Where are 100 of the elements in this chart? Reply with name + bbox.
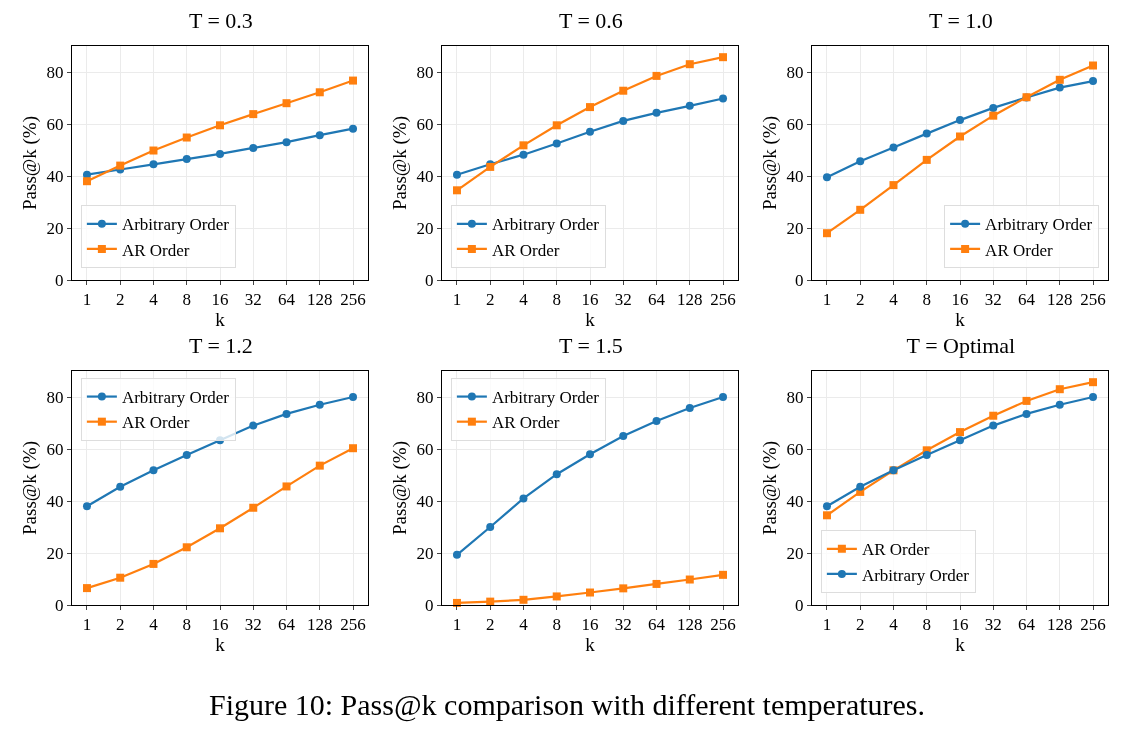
x-tick-label: 256	[340, 290, 366, 310]
x-tick-label: 32	[244, 615, 262, 635]
x-tick-label: 8	[552, 615, 561, 635]
x-tick-label: 16	[951, 615, 969, 635]
x-tick-label: 128	[307, 290, 333, 310]
y-axis-title: Pass@k (%)	[19, 440, 42, 536]
y-tick-label: 40	[416, 166, 434, 186]
x-tick-label: 1	[452, 290, 462, 310]
x-tick-label: 2	[485, 290, 495, 310]
x-tick-label: 16	[951, 290, 969, 310]
x-tick-label: 1	[82, 290, 92, 310]
x-tick-label: 128	[677, 290, 703, 310]
legend-label: AR Order	[121, 413, 190, 433]
x-tick-label: 2	[115, 290, 125, 310]
chart-title: T = 0.3	[188, 8, 253, 34]
y-tick-label: 0	[55, 595, 64, 615]
legend-label: AR Order	[861, 540, 930, 560]
x-tick-label: 8	[182, 290, 191, 310]
x-axis-title: k	[955, 309, 966, 331]
y-tick-label: 40	[786, 491, 804, 511]
x-tick-label: 2	[115, 615, 125, 635]
y-tick-label: 60	[786, 114, 804, 134]
x-tick-label: 64	[278, 290, 296, 310]
y-axis-title: Pass@k (%)	[389, 115, 412, 211]
x-tick-label: 32	[984, 615, 1002, 635]
legend-label: AR Order	[985, 240, 1053, 260]
y-tick-label: 40	[416, 491, 434, 511]
y-tick-label: 40	[46, 491, 64, 511]
x-tick-label: 4	[149, 615, 159, 635]
x-tick-label: 16	[581, 290, 599, 310]
y-tick-label: 40	[786, 166, 804, 186]
x-tick-label: 8	[922, 290, 931, 310]
x-tick-label: 128	[677, 615, 703, 635]
x-tick-label: 128	[1047, 615, 1073, 635]
y-axis-title: Pass@k (%)	[19, 115, 42, 211]
y-tick-label: 60	[46, 439, 64, 459]
y-tick-label: 20	[786, 218, 804, 238]
y-tick-label: 20	[416, 218, 434, 238]
x-tick-label: 1	[452, 615, 462, 635]
y-tick-label: 20	[46, 543, 64, 563]
legend-label: Arbitrary Order	[491, 388, 600, 408]
y-tick-label: 60	[46, 114, 64, 134]
y-tick-label: 0	[795, 595, 804, 615]
y-tick-label: 60	[416, 114, 434, 134]
x-tick-label: 4	[519, 615, 529, 635]
y-tick-label: 0	[425, 270, 434, 290]
legend-label: Arbitrary Order	[121, 215, 230, 235]
legend-label: Arbitrary Order	[491, 215, 600, 235]
legend-label: Arbitrary Order	[861, 565, 970, 585]
y-tick-label: 80	[786, 387, 804, 407]
y-tick-label: 80	[46, 62, 64, 82]
y-tick-label: 80	[786, 62, 804, 82]
y-tick-label: 80	[416, 387, 434, 407]
x-axis-title: k	[585, 309, 596, 331]
x-tick-label: 2	[485, 615, 495, 635]
x-tick-label: 256	[710, 615, 736, 635]
x-tick-label: 16	[211, 290, 229, 310]
y-tick-label: 0	[795, 270, 804, 290]
x-tick-label: 2	[855, 290, 865, 310]
y-axis-title: Pass@k (%)	[759, 440, 782, 536]
x-tick-label: 8	[182, 615, 191, 635]
chart-title: T = 1.5	[558, 333, 623, 359]
y-tick-label: 20	[786, 543, 804, 563]
x-tick-label: 16	[211, 615, 229, 635]
x-tick-label: 64	[278, 615, 296, 635]
y-tick-label: 40	[46, 166, 64, 186]
x-tick-label: 256	[1080, 615, 1106, 635]
x-axis-title: k	[585, 634, 596, 656]
x-tick-label: 128	[307, 615, 333, 635]
caption: Figure 10: Pass@k comparison with different temperatures.	[207, 688, 927, 722]
x-tick-label: 256	[340, 615, 366, 635]
y-tick-label: 0	[425, 595, 434, 615]
chart-title: T = 1.0	[928, 8, 993, 34]
x-tick-label: 128	[1047, 290, 1073, 310]
legend-label: Arbitrary Order	[121, 388, 230, 408]
x-tick-label: 64	[648, 290, 666, 310]
x-tick-label: 4	[889, 615, 899, 635]
x-tick-label: 64	[1018, 290, 1036, 310]
x-axis-title: k	[215, 309, 226, 331]
x-tick-label: 32	[614, 615, 632, 635]
x-tick-label: 4	[149, 290, 159, 310]
x-tick-label: 32	[244, 290, 262, 310]
x-axis-title: k	[215, 634, 226, 656]
x-tick-label: 4	[889, 290, 899, 310]
y-tick-label: 60	[416, 439, 434, 459]
chart-title: T = 0.6	[558, 8, 623, 34]
x-tick-label: 256	[710, 290, 736, 310]
x-tick-label: 8	[922, 615, 931, 635]
x-tick-label: 2	[855, 615, 865, 635]
x-tick-label: 64	[1018, 615, 1036, 635]
y-tick-label: 80	[416, 62, 434, 82]
chart-title: T = Optimal	[906, 333, 1016, 359]
legend-label: AR Order	[491, 413, 560, 433]
y-tick-label: 20	[46, 218, 64, 238]
y-axis-title: Pass@k (%)	[759, 115, 782, 211]
y-tick-label: 0	[55, 270, 64, 290]
y-axis-title: Pass@k (%)	[389, 440, 412, 536]
x-tick-label: 16	[581, 615, 599, 635]
x-axis-title: k	[955, 634, 966, 656]
y-tick-label: 60	[786, 439, 804, 459]
